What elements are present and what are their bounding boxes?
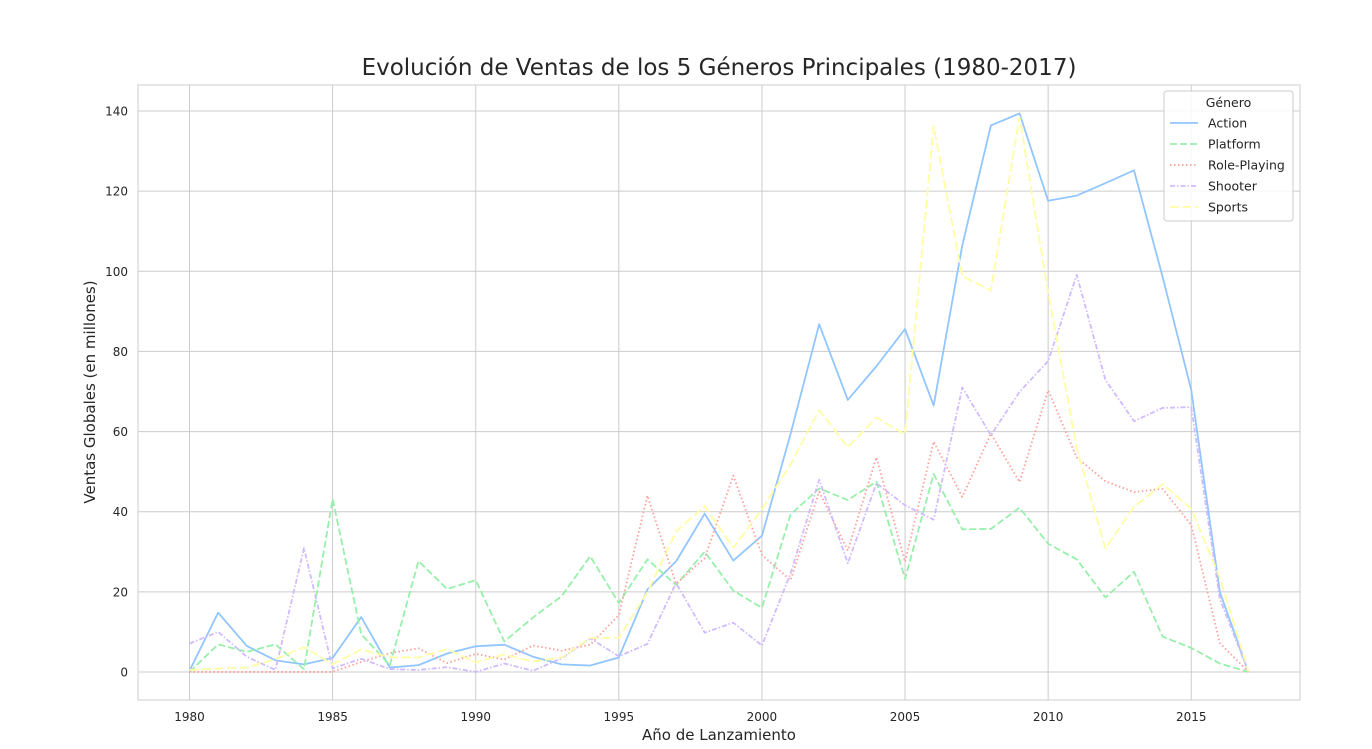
y-tick-label: 60 (113, 425, 128, 439)
x-tick-label: 2005 (890, 710, 921, 724)
x-tick-label: 2000 (747, 710, 778, 724)
series-lines (188, 112, 1250, 673)
legend-label-sports: Sports (1208, 200, 1248, 215)
y-axis-label: Ventas Globales (en millones) (81, 280, 99, 503)
x-tick-label: 1985 (317, 710, 348, 724)
y-tick-label: 0 (120, 665, 128, 679)
legend-label-role-playing: Role-Playing (1208, 158, 1285, 173)
x-tick-label: 1990 (460, 710, 491, 724)
x-tick-label: 2010 (1033, 710, 1064, 724)
x-tick-label: 1980 (174, 710, 205, 724)
y-tick-label: 20 (113, 585, 128, 599)
y-tick-label: 140 (105, 105, 128, 119)
y-tick-label: 80 (113, 345, 128, 359)
x-tick-label: 2015 (1176, 710, 1207, 724)
x-axis-label: Año de Lanzamiento (642, 726, 796, 744)
chart-title: Evolución de Ventas de los 5 Géneros Pri… (362, 55, 1077, 81)
x-tick-label: 1995 (604, 710, 635, 724)
plot-frame (137, 84, 1301, 701)
legend-label-shooter: Shooter (1208, 179, 1258, 194)
series-line-role-playing (189, 389, 1250, 673)
series-line-sports (189, 116, 1250, 672)
x-axis-ticks: 1980 1985 1990 1995 2000 2005 2010 2015 (174, 710, 1206, 724)
plot-area (137, 84, 1301, 701)
y-tick-label: 100 (105, 265, 128, 279)
series-line-action (188, 112, 1250, 673)
legend-label-platform: Platform (1208, 137, 1261, 152)
y-tick-label: 40 (113, 505, 128, 519)
grid-lines (138, 85, 1300, 700)
series-line-shooter (189, 274, 1250, 673)
legend-title: Género (1206, 95, 1252, 110)
y-tick-label: 120 (105, 185, 128, 199)
y-axis-ticks: 0 20 40 60 80 100 120 140 (105, 105, 128, 680)
series-line-platform (188, 473, 1249, 673)
legend: Género Action Platform Role-Playing Shooter… (1163, 90, 1294, 222)
legend-label-action: Action (1208, 116, 1247, 131)
